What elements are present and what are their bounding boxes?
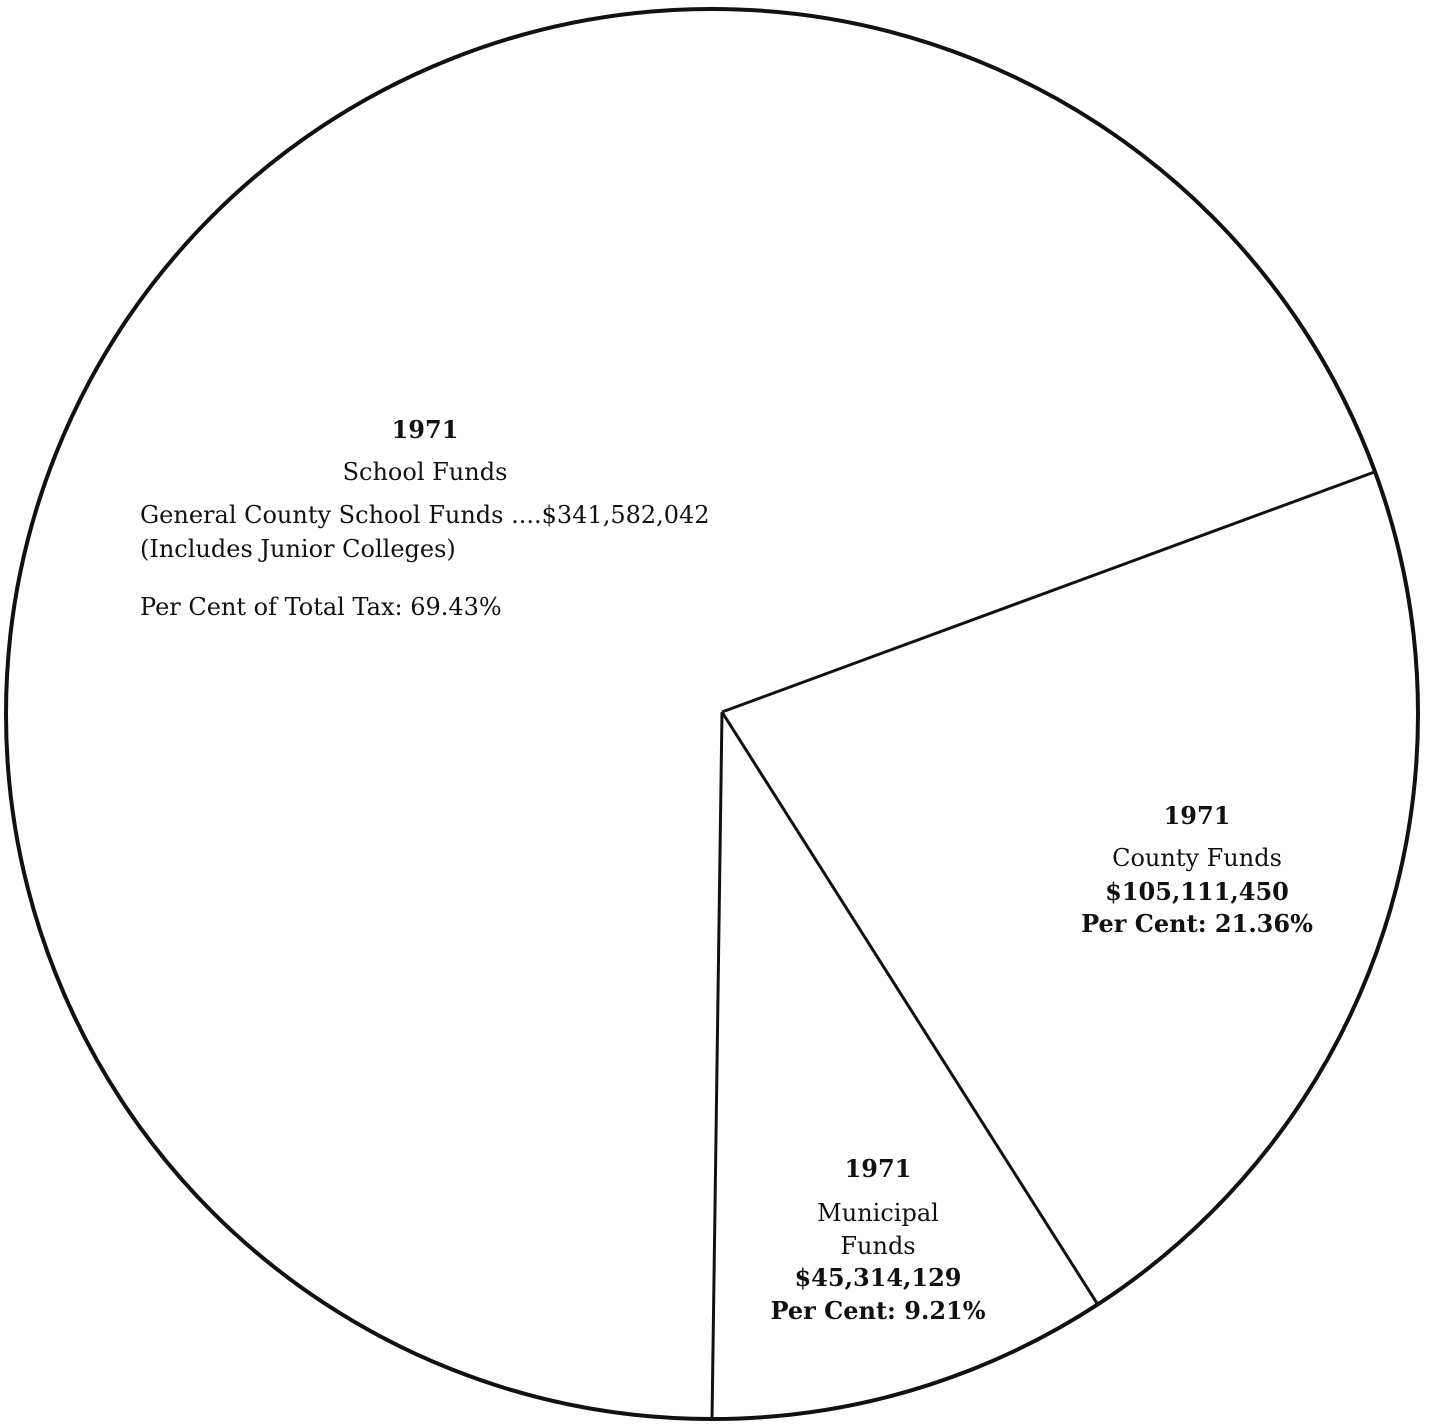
county-funds-title: County Funds (1112, 844, 1282, 872)
pie-outline (4, 7, 1420, 1421)
boundary-county-school (721, 470, 1376, 714)
school-funds-year: 1971 (391, 415, 459, 444)
municipal-funds-year: 1971 (844, 1154, 912, 1183)
municipal-funds-amount: $45,314,129 (794, 1263, 962, 1292)
municipal-funds-title-line1: Municipal (817, 1199, 939, 1227)
municipal-funds-title-line2: Funds (840, 1232, 916, 1260)
school-funds-note: (Includes Junior Colleges) (140, 535, 456, 563)
county-funds-amount: $105,111,450 (1105, 877, 1289, 906)
school-funds-detail: General County School Funds ....$341,582… (140, 501, 710, 529)
county-funds-year: 1971 (1163, 801, 1231, 830)
school-funds-title: School Funds (342, 458, 508, 486)
boundary-school-municipal (710, 711, 724, 1421)
boundary-municipal-county (720, 711, 1100, 1306)
municipal-funds-percent: Per Cent: 9.21% (770, 1296, 986, 1325)
county-funds-percent: Per Cent: 21.36% (1081, 909, 1313, 938)
school-funds-percent: Per Cent of Total Tax: 69.43% (140, 593, 502, 621)
